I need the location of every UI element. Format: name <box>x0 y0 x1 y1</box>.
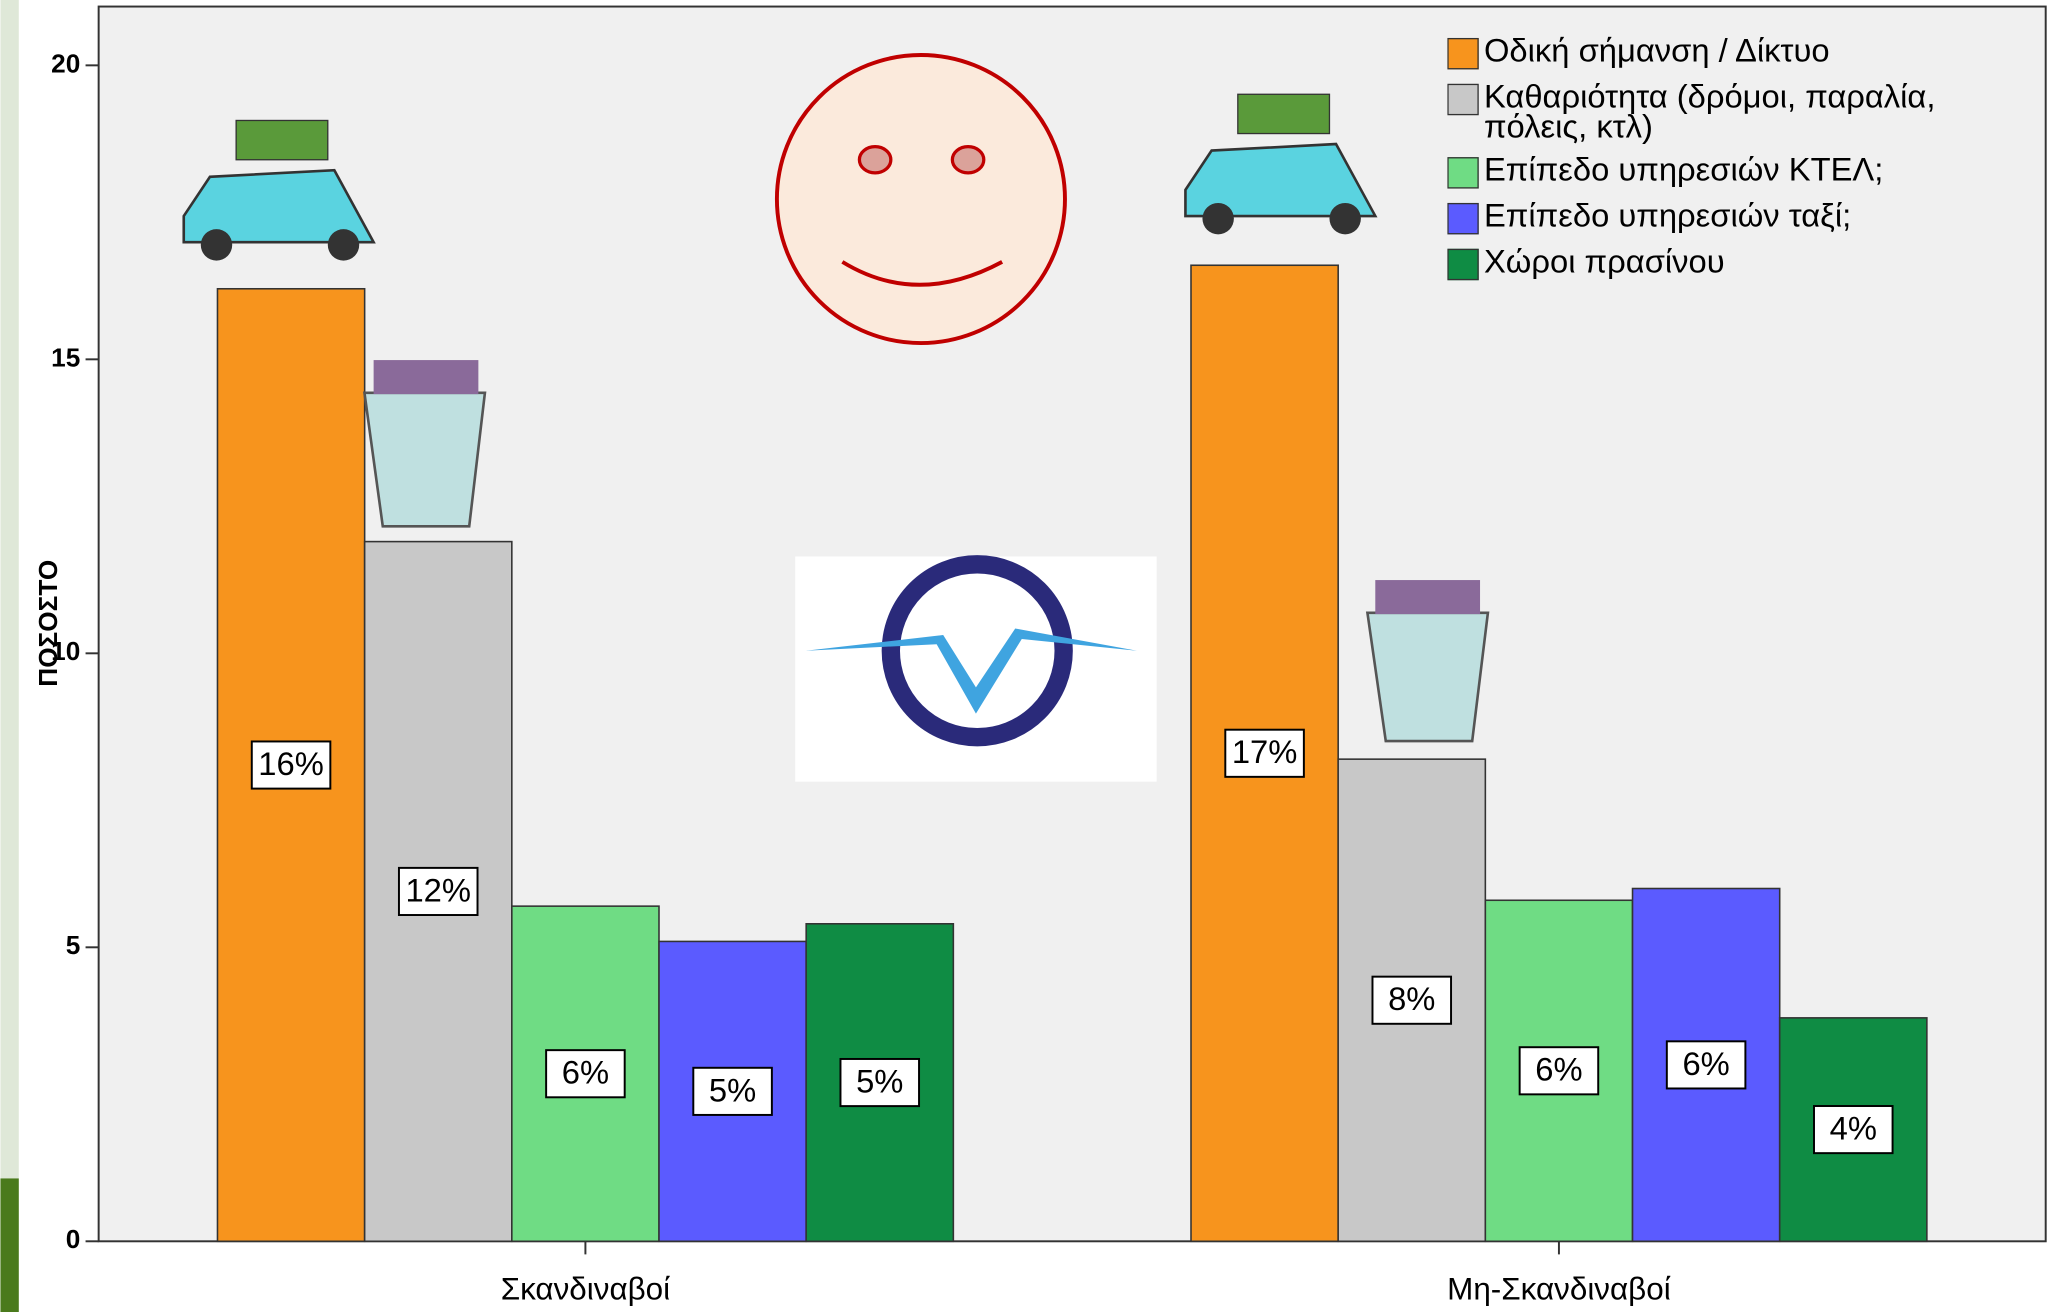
legend-label: Χώροι πρασίνου <box>1483 243 1725 281</box>
value-label: 12% <box>405 871 471 908</box>
legend-item: Επίπεδο υπηρεσιών ΚΤΕΛ; <box>1447 151 2036 189</box>
car-icon <box>182 119 376 261</box>
smiley <box>774 53 1067 346</box>
y-tick-label: 0 <box>66 1224 81 1254</box>
legend-swatch <box>1447 37 1479 70</box>
value-label-box <box>692 1066 773 1116</box>
legend-item: Καθαριότητα (δρόμοι, παραλία, πόλεις, κτ… <box>1447 78 2036 146</box>
legend-item: Οδική σήμανση / Δίκτυο <box>1447 37 2036 70</box>
logo <box>795 555 1157 782</box>
legend-swatch <box>1447 248 1479 281</box>
value-label: 4% <box>1830 1110 1877 1147</box>
y-tick-label: 5 <box>66 930 81 960</box>
trash-icon <box>1365 580 1490 743</box>
trash-icon <box>362 360 487 528</box>
value-label-box <box>839 1057 921 1108</box>
legend-label: Οδική σήμανση / Δίκτυο <box>1483 36 1830 70</box>
value-label: 17% <box>1232 733 1298 770</box>
y-tick-label: 15 <box>51 342 80 372</box>
y-tick-label: 10 <box>51 636 80 666</box>
x-tick-label: Μη-Σκανδιναβοί <box>1447 1271 1671 1306</box>
x-tick-label: Σκανδιναβοί <box>501 1271 670 1306</box>
value-label-box <box>545 1049 626 1099</box>
legend-label: Καθαριότητα (δρόμοι, παραλία, πόλεις, κτ… <box>1483 78 1936 146</box>
car-icon <box>1184 93 1378 235</box>
legend-swatch <box>1447 83 1479 116</box>
value-label: 8% <box>1388 980 1435 1017</box>
value-label-box <box>1224 728 1305 778</box>
side-strip-dark <box>0 1178 19 1312</box>
value-label-box <box>1518 1046 1600 1096</box>
value-label: 5% <box>709 1071 756 1108</box>
legend-swatch <box>1447 202 1479 235</box>
value-label: 16% <box>258 745 324 782</box>
value-label: 6% <box>562 1054 609 1091</box>
value-label-box <box>1665 1040 1747 1090</box>
legend-item: Χώροι πρασίνου <box>1447 243 2036 281</box>
value-label: 6% <box>1682 1045 1729 1082</box>
value-label-box <box>1813 1105 1894 1155</box>
value-label-box <box>1371 975 1453 1025</box>
value-label-box <box>250 740 332 790</box>
y-axis-label: ΠΟΣΟΣΤΟ <box>33 560 63 687</box>
legend-swatch <box>1447 157 1479 189</box>
legend: Οδική σήμανση / Δίκτυο Καθαριότητα (δρόμο… <box>1447 37 2036 281</box>
value-label: 6% <box>1535 1051 1582 1088</box>
legend-label: Επίπεδο υπηρεσιών ΚΤΕΛ; <box>1483 151 1884 189</box>
value-label-box <box>397 866 479 916</box>
side-strip <box>0 0 19 1312</box>
y-tick-label: 20 <box>51 48 80 78</box>
legend-item: Επίπεδο υπηρεσιών ταξί; <box>1447 197 2036 235</box>
legend-label: Επίπεδο υπηρεσιών ταξί; <box>1483 197 1852 235</box>
value-label: 5% <box>856 1062 903 1099</box>
